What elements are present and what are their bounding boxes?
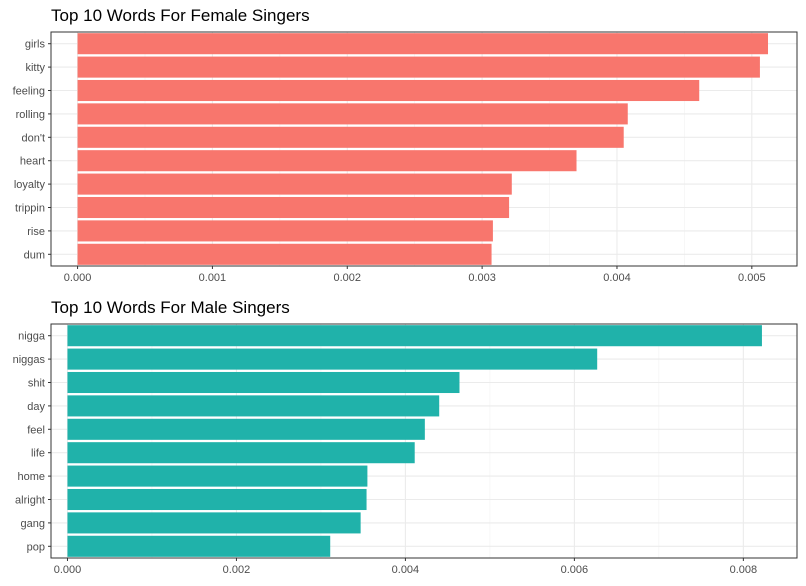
y-tick-label: loyalty — [14, 179, 46, 191]
y-tick-label: niggas — [13, 354, 46, 366]
y-tick-label: nigga — [18, 331, 46, 343]
male-bar-7 — [67, 488, 367, 511]
y-tick-label: shit — [28, 378, 45, 390]
male-bar-3 — [67, 395, 440, 417]
y-tick-label: feel — [27, 424, 45, 436]
x-tick-label: 0.004 — [392, 564, 420, 576]
x-tick-label: 0.006 — [561, 564, 589, 576]
y-tick-label: feeling — [13, 86, 45, 98]
y-tick-label: alright — [15, 495, 45, 507]
y-tick-label: rolling — [16, 109, 45, 121]
female-bar-9 — [77, 243, 492, 265]
y-tick-label: don't — [21, 132, 45, 144]
male-chart: 0.000 0.002 0.004 0.006 0.008 nigga niggas shit… — [13, 323, 798, 576]
x-tick-label: 0.002 — [334, 272, 362, 284]
male-bar-1 — [67, 348, 598, 370]
female-bar-7 — [77, 196, 510, 219]
x-tick-label: 0.000 — [54, 564, 82, 576]
male-panel-border — [50, 323, 798, 559]
male-bar-5 — [67, 442, 415, 464]
female-bar-4 — [77, 126, 624, 148]
female-bar-6 — [77, 173, 512, 195]
x-tick-label: 0.003 — [468, 272, 496, 284]
x-tick-label: 0.002 — [223, 564, 251, 576]
x-tick-label: 0.001 — [199, 272, 227, 284]
y-tick-label: girls — [25, 39, 46, 51]
male-bar-4 — [67, 418, 425, 440]
female-chart: 0.000 0.001 0.002 0.003 0.004 0.005 girls kitty… — [13, 31, 798, 284]
female-panel-border — [50, 31, 798, 267]
x-tick-label: 0.005 — [738, 272, 766, 284]
male-bar-2 — [67, 371, 460, 394]
y-tick-label: dum — [24, 249, 45, 261]
male-bar-8 — [67, 512, 361, 534]
female-bar-8 — [77, 220, 493, 242]
x-tick-label: 0.004 — [603, 272, 631, 284]
chart-title-male: Top 10 Words For Male Singers — [51, 298, 290, 317]
female-bar-2 — [77, 79, 700, 102]
y-tick-label: trippin — [15, 203, 45, 215]
y-tick-label: day — [27, 401, 45, 413]
y-tick-label: life — [31, 448, 45, 460]
female-bar-1 — [77, 56, 760, 78]
y-tick-label: gang — [21, 518, 45, 530]
female-bar-0 — [77, 33, 769, 55]
male-bar-9 — [67, 535, 331, 557]
male-bar-0 — [67, 325, 762, 347]
x-tick-label: 0.008 — [730, 564, 758, 576]
male-bar-6 — [67, 465, 368, 487]
chart-title-female: Top 10 Words For Female Singers — [51, 6, 310, 25]
y-tick-label: home — [17, 471, 45, 483]
y-tick-label: rise — [27, 226, 45, 238]
y-tick-label: pop — [27, 541, 45, 553]
female-bar-3 — [77, 103, 628, 125]
y-tick-label: kitty — [25, 62, 45, 74]
female-bar-5 — [77, 150, 577, 172]
x-tick-label: 0.000 — [64, 272, 92, 284]
y-tick-label: heart — [20, 156, 45, 168]
